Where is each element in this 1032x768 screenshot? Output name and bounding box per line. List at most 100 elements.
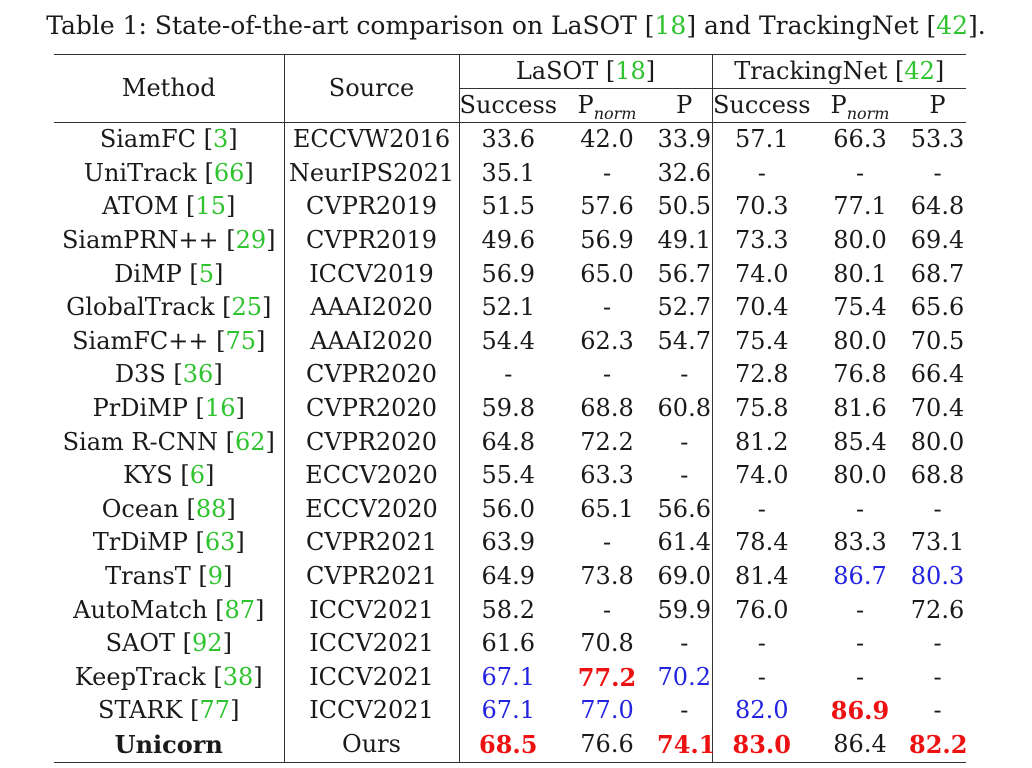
method-name: Siam R-CNN [ — [62, 427, 235, 456]
header-lasot-label: LaSOT [ — [515, 57, 616, 85]
table-row: SAOT [92] ICCV2021 61.6 70.8- - - - — [54, 626, 966, 661]
caption-citation-trackingnet[interactable]: 42 — [936, 11, 969, 40]
method-citation[interactable]: 9 — [207, 562, 223, 591]
header-trackingnet-close: ] — [934, 57, 945, 85]
method-name: UniTrack [ — [83, 158, 214, 187]
method-citation[interactable]: 25 — [231, 293, 263, 322]
header-trackingnet: TrackingNet [42] — [712, 54, 967, 89]
method-citation[interactable]: 3 — [213, 125, 229, 154]
method-cell: KYS [6] — [54, 458, 285, 493]
method-name: SiamFC [ — [99, 125, 214, 154]
lasot-pnorm-cell: - — [602, 528, 612, 557]
lasot-pnorm-cell: 77.2 — [577, 662, 637, 692]
table-caption: Table 1: State-of-the-art comparison on … — [0, 10, 1032, 42]
method-citation[interactable]: 63 — [204, 528, 236, 557]
lasot-success-cell: 61.6 — [481, 629, 535, 658]
method-cell: KeepTrack [38] — [54, 660, 285, 695]
caption-citation-lasot[interactable]: 18 — [654, 11, 687, 40]
header-lasot-p: P — [657, 88, 713, 123]
lasot-p-cell: 59.9 — [657, 593, 713, 627]
trackingnet-p-cell: 70.5 — [910, 326, 965, 355]
method-name: SiamFC++ [ — [72, 326, 226, 355]
lasot-success-cell: 51.5 — [481, 192, 535, 221]
table-row: AutoMatch [87] ICCV2021 58.2-59.9 76.0-72.6 — [54, 593, 966, 627]
header-row-1: Method Source LaSOT [18] TrackingNet [42… — [54, 54, 967, 123]
lasot-success-cell: 58.2 — [481, 595, 535, 624]
lasot-pnorm-cell: 56.9 — [580, 226, 634, 255]
trackingnet-success-cell: - — [757, 494, 766, 523]
method-citation[interactable]: 88 — [195, 494, 227, 523]
citation-close: ] — [254, 595, 265, 624]
method-cell: Ocean [88] — [54, 492, 285, 527]
method-name: PrDiMP [ — [92, 394, 205, 423]
trackingnet-success-cell: 72.8 — [735, 360, 789, 389]
comparison-table: Method Source LaSOT [18] TrackingNet [42… — [54, 54, 967, 763]
table-row: STARK [77] ICCV2021 67.1 77.0-82.0 86.9- — [54, 694, 966, 728]
lasot-p-cell: 32.6 — [657, 156, 713, 191]
trackingnet-p-cell: 80.0 — [910, 427, 965, 456]
trackingnet-pnorm-cell: 86.4 — [833, 730, 887, 759]
method-cell: AutoMatch [87] — [54, 593, 285, 627]
header-trackingnet-citation[interactable]: 42 — [904, 57, 935, 85]
citation-close: ] — [230, 696, 240, 725]
method-citation[interactable]: 77 — [199, 696, 231, 725]
trackingnet-success-cell: 75.8 — [735, 394, 789, 423]
header-lasot-citation[interactable]: 18 — [615, 57, 646, 85]
lasot-success-cell: 63.9 — [481, 528, 535, 557]
method-citation[interactable]: 87 — [224, 595, 255, 624]
lasot-p-cell: 50.5 — [657, 190, 713, 224]
method-citation[interactable]: 36 — [182, 360, 214, 389]
table-row: GlobalTrack [25] AAAI2020 52.1-52.7 70.4 75.… — [54, 290, 966, 325]
lasot-pnorm-cell: - — [602, 158, 612, 187]
method-name: KeepTrack [ — [74, 662, 223, 691]
table-row: SiamFC [3] ECCVW2016 33.6 42.0 33.9 57.1 66.3 5… — [54, 122, 966, 157]
citation-close: ] — [244, 158, 254, 187]
source-cell: CVPR2019 — [284, 190, 460, 224]
lasot-p-cell: 33.9 — [657, 122, 713, 157]
source-cell: CVPR2021 — [284, 526, 460, 560]
trackingnet-success-cell: - — [757, 662, 766, 691]
method-name: ATOM [ — [102, 192, 196, 221]
lasot-success-cell: 56.0 — [481, 494, 535, 523]
method-citation[interactable]: 92 — [192, 629, 223, 658]
source-cell: CVPR2020 — [284, 425, 460, 459]
method-citation[interactable]: 16 — [204, 394, 236, 423]
method-citation[interactable]: 66 — [213, 158, 245, 187]
lasot-success-cell: 35.1 — [481, 158, 535, 187]
method-citation[interactable]: 15 — [195, 192, 226, 221]
lasot-success-cell: 68.5 — [479, 730, 538, 760]
lasot-p-cell: 56.6 — [657, 492, 713, 527]
method-citation[interactable]: 62 — [234, 427, 266, 456]
citation-close: ] — [214, 259, 224, 288]
method-citation[interactable]: 29 — [235, 226, 267, 255]
lasot-p-cell: - — [657, 425, 713, 459]
lasot-p-cell: 49.1 — [657, 223, 713, 258]
method-citation[interactable]: 6 — [189, 461, 205, 490]
lasot-p-cell: 52.7 — [657, 290, 713, 325]
citation-close: ] — [228, 125, 238, 154]
method-name: TrDiMP [ — [92, 528, 205, 557]
lasot-p-cell: 60.8 — [657, 391, 713, 426]
method-cell: STARK [77] — [54, 694, 285, 728]
lasot-pnorm-cell: 57.6 — [580, 192, 634, 221]
method-cell: SiamFC [3] — [54, 122, 285, 157]
method-name: SiamPRN++ [ — [61, 226, 236, 255]
method-citation[interactable]: 38 — [222, 662, 254, 691]
table-row: KeepTrack [38] ICCV2021 67.1 77.2 70.2- - - — [54, 660, 966, 695]
source-cell: CVPR2019 — [284, 223, 460, 258]
lasot-p-cell: 74.1 — [657, 727, 715, 763]
source-cell: ICCV2021 — [284, 593, 460, 627]
method-citation[interactable]: 5 — [198, 259, 215, 288]
citation-close: ] — [222, 629, 232, 658]
method-name: Unicorn — [114, 729, 223, 759]
lasot-p-cell: - — [657, 694, 713, 728]
method-cell: SiamFC++ [75] — [54, 324, 285, 359]
table-row: UniTrack [66] NeurIPS2021 35.1-32.6- - - — [54, 156, 966, 191]
lasot-p-cell: 69.0 — [657, 559, 713, 594]
lasot-p-cell: - — [657, 458, 713, 493]
trackingnet-success-cell: 81.2 — [735, 427, 789, 456]
trackingnet-p-cell: - — [933, 494, 942, 523]
method-citation[interactable]: 75 — [225, 326, 257, 355]
lasot-success-cell: 54.4 — [481, 326, 535, 355]
table-row: PrDiMP [16] CVPR2020 59.8 68.8 60.8 75.8 81.6 7… — [54, 391, 966, 426]
